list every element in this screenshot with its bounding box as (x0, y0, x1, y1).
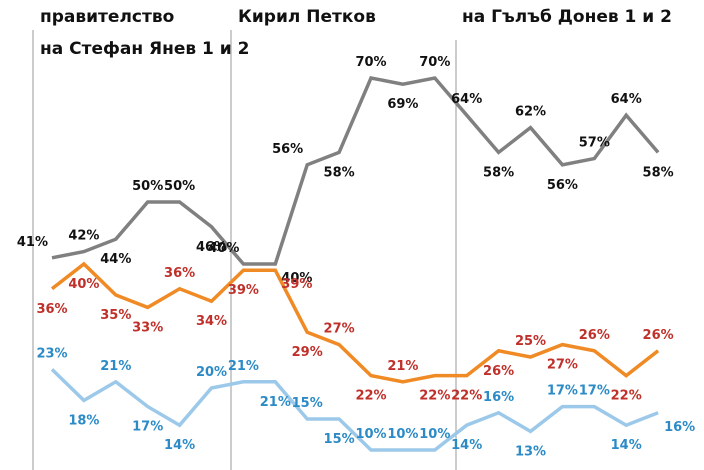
series-1-data-label: 41% (17, 235, 48, 250)
period-dividers (32, 30, 457, 470)
series-2-data-label: 26% (643, 328, 674, 343)
series-3-data-label: 17% (579, 384, 610, 399)
series-1-data-label: 58% (483, 165, 514, 180)
series-3-data-label: 17% (547, 384, 578, 399)
series-1-data-label: 40% (208, 241, 239, 256)
series-3-data-label: 16% (664, 420, 695, 435)
series-1-data-label: 42% (68, 229, 99, 244)
series-2-data-label: 22% (451, 389, 482, 404)
series-2-data-label: 26% (579, 328, 610, 343)
series-1-data-label: 64% (611, 92, 642, 107)
series-line-3 (50, 368, 659, 452)
series-1-data-label: 58% (643, 165, 674, 180)
period-1-line-1: правителство (40, 7, 174, 27)
series-3-data-label: 17% (132, 420, 163, 435)
series-2-data-label: 22% (611, 389, 642, 404)
series-1-data-label: 56% (272, 142, 303, 157)
series-3-data-label: 10% (355, 427, 386, 442)
period-2-line-1: Кирил Петков (238, 7, 376, 27)
series-3-data-label: 21% (100, 359, 131, 374)
series-3-data-label: 14% (611, 438, 642, 453)
series-3-data-label: 13% (515, 444, 546, 459)
series-line-2 (50, 261, 660, 384)
series-3-data-label: 10% (387, 427, 418, 442)
series-1-data-label: 46% (196, 240, 227, 255)
series-3-data-label: 14% (164, 438, 195, 453)
series-3-data-label: 15% (324, 432, 355, 447)
series-1-data-label: 58% (324, 165, 355, 180)
series-2-data-label: 36% (36, 302, 67, 317)
series-2-data-label: 35% (100, 308, 131, 323)
series-2-data-label: 26% (483, 364, 514, 379)
series-line-1 (51, 76, 660, 266)
series-1-data-label: 64% (451, 92, 482, 107)
period-1-line-2: на Стефан Янев 1 и 2 (40, 39, 249, 59)
period-3-line-1: на Гълъб Донев 1 и 2 (462, 7, 672, 27)
series-2-data-label: 39% (228, 283, 259, 298)
series-3-data-label: 20% (196, 365, 227, 380)
series-2-data-label: 21% (387, 359, 418, 374)
series-3-data-label: 15% (292, 396, 323, 411)
series-2-data-label: 29% (292, 345, 323, 360)
series-1-data-label: 62% (515, 105, 546, 120)
series-1-data-label: 69% (387, 97, 418, 112)
series-2-data-label: 36% (164, 266, 195, 281)
data-labels: 41% 42%44%50% 50%46%40%40%56%58%70%69%70%6… (17, 55, 695, 459)
series-1-data-label: 57% (579, 136, 610, 151)
series-2-data-label: 40% (68, 277, 99, 292)
series-1-data-label: 44% (100, 252, 131, 267)
series-2-data-label: 27% (324, 322, 355, 337)
series-3-data-label: 23% (36, 346, 67, 361)
series-3-data-label: 16% (483, 390, 514, 405)
series-2-data-label: 25% (515, 334, 546, 349)
series-2-data-label: 39% (281, 277, 312, 292)
series-1-data-label: 70% (419, 55, 450, 70)
series-2-data-label: 33% (132, 320, 163, 335)
series-3-data-label: 14% (451, 438, 482, 453)
series-2-data-label: 22% (419, 389, 450, 404)
series-1-data-label: 40% (281, 271, 312, 286)
series-1-data-label: 50% (164, 179, 195, 194)
series-2-data-label: 27% (547, 358, 578, 373)
series-1-data-label: 50% (132, 179, 163, 194)
series-3-data-label: 21% (260, 395, 291, 410)
series-3-data-label: 21% (228, 359, 259, 374)
series-3-data-label: 10% (419, 427, 450, 442)
series-2-data-label: 22% (355, 389, 386, 404)
series-1-data-label: 70% (355, 55, 386, 70)
series-3-data-label: 18% (68, 413, 99, 428)
series-layer (50, 76, 660, 452)
series-2-data-label: 34% (196, 314, 227, 329)
series-1-data-label: 56% (547, 178, 578, 193)
period-labels: правителство на Стефан Янев 1 и 2 Кирил … (40, 7, 672, 59)
